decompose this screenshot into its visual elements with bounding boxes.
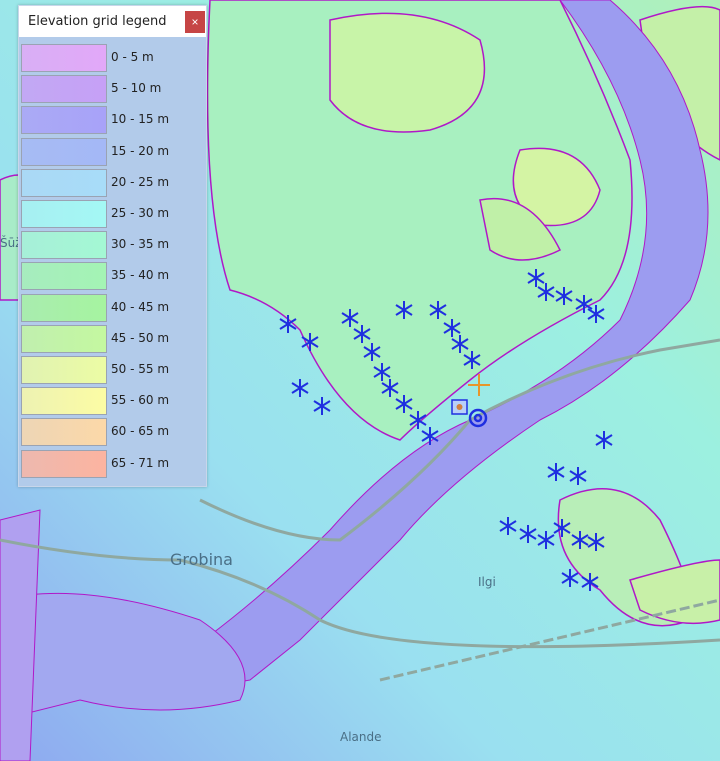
asterisk-marker-icon[interactable] <box>569 467 587 485</box>
legend-item-label: 0 - 5 m <box>111 50 154 64</box>
legend-swatch <box>21 137 107 166</box>
legend-item-label: 50 - 55 m <box>111 362 170 376</box>
asterisk-marker-icon[interactable] <box>571 531 589 549</box>
legend-item: 35 - 40 m <box>21 262 204 291</box>
elevation-legend-panel: Elevation grid legend × 0 - 5 m 5 - 10 m 1… <box>18 5 207 487</box>
place-label-alande: Alande <box>340 730 382 744</box>
legend-swatch <box>21 293 107 322</box>
legend-item: 55 - 60 m <box>21 387 204 416</box>
legend-item: 10 - 15 m <box>21 106 204 135</box>
legend-item-label: 25 - 30 m <box>111 206 170 220</box>
asterisk-marker-icon[interactable] <box>451 335 469 353</box>
legend-title: Elevation grid legend <box>28 14 167 29</box>
legend-item: 20 - 25 m <box>21 168 204 197</box>
legend-item-label: 15 - 20 m <box>111 143 170 158</box>
asterisk-marker-icon[interactable] <box>555 287 573 305</box>
roads <box>0 338 720 682</box>
asterisk-marker-icon[interactable] <box>291 379 309 397</box>
legend-swatch <box>21 231 107 260</box>
legend-item: 25 - 30 m <box>21 200 204 228</box>
crosshair-icon[interactable] <box>468 374 490 396</box>
legend-item: 30 - 35 m <box>21 231 204 260</box>
asterisk-marker-icon[interactable] <box>341 309 359 327</box>
asterisk-marker-icon[interactable] <box>537 283 555 301</box>
asterisk-marker-icon[interactable] <box>553 519 571 537</box>
asterisk-marker-icon[interactable] <box>519 525 537 543</box>
close-button[interactable]: × <box>185 11 205 33</box>
asterisk-marker-icon[interactable] <box>429 301 447 319</box>
legend-item: 65 - 71 m <box>21 449 204 478</box>
legend-item-label: 40 - 45 m <box>111 299 170 314</box>
legend-item-label: 20 - 25 m <box>111 174 170 189</box>
asterisk-marker-icon[interactable] <box>575 295 593 313</box>
legend-item: 0 - 5 m <box>21 44 204 72</box>
markers-layer <box>279 269 613 591</box>
legend-swatch <box>21 324 107 353</box>
asterisk-marker-icon[interactable] <box>443 319 461 337</box>
legend-item-label: 60 - 65 m <box>111 424 170 439</box>
asterisk-marker-icon[interactable] <box>595 431 613 449</box>
legend-swatch <box>21 356 107 384</box>
asterisk-marker-icon[interactable] <box>409 411 427 429</box>
asterisk-marker-icon[interactable] <box>587 533 605 551</box>
asterisk-marker-icon[interactable] <box>421 427 439 445</box>
asterisk-marker-icon[interactable] <box>561 569 579 587</box>
square-marker-icon[interactable] <box>451 399 468 415</box>
legend-item-label: 35 - 40 m <box>111 268 170 283</box>
legend-item: 15 - 20 m <box>21 137 204 166</box>
legend-item: 45 - 50 m <box>21 324 204 353</box>
legend-swatch <box>21 418 107 447</box>
asterisk-marker-icon[interactable] <box>587 305 605 323</box>
asterisk-marker-icon[interactable] <box>463 351 481 369</box>
highland-areas <box>0 0 720 627</box>
legend-header: Elevation grid legend × <box>19 6 206 37</box>
asterisk-marker-icon[interactable] <box>527 269 545 287</box>
asterisk-marker-icon[interactable] <box>363 343 381 361</box>
legend-item: 50 - 55 m <box>21 356 204 384</box>
asterisk-marker-icon[interactable] <box>537 531 555 549</box>
asterisk-marker-icon[interactable] <box>381 379 399 397</box>
asterisk-marker-icon[interactable] <box>395 395 413 413</box>
asterisk-marker-icon[interactable] <box>581 573 599 591</box>
legend-swatch <box>21 200 107 228</box>
legend-item-label: 45 - 50 m <box>111 330 170 345</box>
legend-swatch <box>21 387 107 416</box>
legend-swatch <box>21 75 107 104</box>
asterisk-marker-icon[interactable] <box>301 333 319 351</box>
legend-item-label: 10 - 15 m <box>111 112 170 127</box>
asterisk-marker-icon[interactable] <box>279 315 297 333</box>
asterisk-marker-icon[interactable] <box>313 397 331 415</box>
legend-item-label: 65 - 71 m <box>111 455 170 470</box>
legend-item-label: 30 - 35 m <box>111 237 170 252</box>
place-label-grobina: Grobina <box>170 550 233 569</box>
legend-swatch <box>21 262 107 291</box>
legend-swatch <box>21 168 107 197</box>
asterisk-marker-icon[interactable] <box>353 325 371 343</box>
legend-item: 5 - 10 m <box>21 75 204 104</box>
place-label-ilgi: Ilgi <box>478 575 496 589</box>
asterisk-marker-icon[interactable] <box>499 517 517 535</box>
legend-swatch <box>21 449 107 478</box>
legend-item: 60 - 65 m <box>21 418 204 447</box>
legend-item: 40 - 45 m <box>21 293 204 322</box>
legend-item-label: 55 - 60 m <box>111 393 170 408</box>
asterisk-marker-icon[interactable] <box>373 363 391 381</box>
asterisk-marker-icon[interactable] <box>547 463 565 481</box>
legend-item-label: 5 - 10 m <box>111 81 162 96</box>
asterisk-marker-icon[interactable] <box>395 301 413 319</box>
target-marker-icon[interactable] <box>468 408 488 428</box>
legend-swatch <box>21 106 107 135</box>
legend-swatch <box>21 44 107 72</box>
